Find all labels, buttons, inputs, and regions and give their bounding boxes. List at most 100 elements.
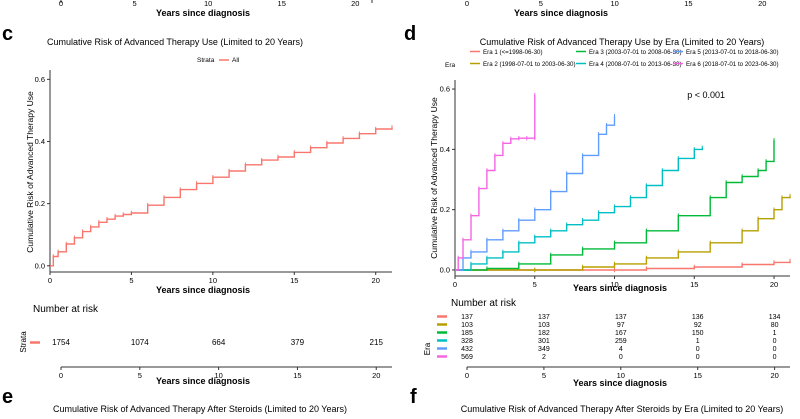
panel-letter-d: d	[404, 23, 416, 45]
legend-d: Era Era 1 (<=1998-06-30) Era 3 (2003-07-0…	[445, 49, 779, 69]
panel-letter-e: e	[2, 386, 13, 408]
top-left-tick-label: 5	[132, 0, 136, 8]
risk-count-d: 137	[615, 314, 627, 321]
risk-count-d: 349	[538, 346, 550, 353]
top-right-tick-label: 20	[758, 0, 766, 8]
y-axis-label-c: Cumulative Risk of Advanced Therapy Use	[25, 91, 35, 253]
risk-count-d: 0	[773, 354, 777, 361]
top-strip-right: Years since diagnosis 0 5 10 15 20	[465, 0, 766, 18]
risk-x-tick-label-c: 15	[293, 371, 301, 380]
risk-x-tick-label-d: 5	[542, 371, 546, 380]
panel-d: d Cumulative Risk of Advanced Therapy Us…	[404, 23, 791, 388]
risk-count-d: 4	[619, 346, 623, 353]
series-line-d	[455, 95, 536, 271]
risk-count-c: 664	[212, 338, 226, 347]
risk-count-c: 379	[291, 338, 305, 347]
risk-count-d: 136	[692, 314, 704, 321]
risk-table-c: Number at risk Strata Years since diagno…	[19, 304, 392, 386]
top-left-tick-label: 0	[59, 0, 63, 8]
risk-count-d: 103	[461, 322, 473, 329]
y-tick-label-d: 0.6	[440, 85, 450, 94]
legend-entry-era: Era 6 (2018-07-01 to 2023-06-30)	[686, 61, 779, 68]
top-right-xlabel: Years since diagnosis	[514, 8, 608, 18]
y-tick-label-c: 0.2	[35, 199, 45, 208]
x-tick-label-c: 20	[372, 276, 380, 285]
risk-count-d: 301	[538, 338, 550, 345]
top-right-tick-label: 10	[610, 0, 618, 8]
x-tick-label-d: 0	[453, 280, 457, 289]
x-tick-label-d: 15	[690, 280, 698, 289]
risk-count-d: 80	[771, 322, 779, 329]
risk-xlabel-c: Years since diagnosis	[156, 376, 250, 386]
legend-entry-era: Era 4 (2008-07-01 to 2013-06-30)	[589, 61, 682, 68]
risk-count-d: 569	[461, 354, 473, 361]
legend-entry-era: Era 2 (1998-07-01 to 2003-06-30)	[483, 61, 576, 68]
top-left-tick-label: 20	[351, 0, 359, 8]
risk-x-tick-label-c: 10	[214, 371, 222, 380]
risk-count-d: 0	[773, 338, 777, 345]
panel-letter-c: c	[2, 23, 13, 45]
top-left-tick-label: 10	[204, 0, 212, 8]
legend-title-c: Strata	[197, 57, 215, 64]
risk-x-tick-label-d: 20	[770, 371, 778, 380]
risk-count-d: 103	[538, 322, 550, 329]
x-tick-label-d: 10	[610, 280, 618, 289]
risk-x-tick-label-c: 20	[372, 371, 380, 380]
risk-xlabel-d: Years since diagnosis	[573, 378, 667, 388]
x-axis-label-d: Years since diagnosis	[573, 283, 667, 293]
y-tick-label-c: 0.4	[35, 137, 45, 146]
panel-c: c Cumulative Risk of Advanced Therapy Us…	[2, 23, 393, 386]
legend-entry-era: Era 1 (<=1998-06-30)	[483, 49, 543, 56]
risk-title-c: Number at risk	[33, 304, 99, 315]
y-tick-label-d: 0.4	[440, 145, 450, 154]
risk-x-tick-label-c: 5	[138, 371, 142, 380]
risk-x-tick-label-d: 15	[694, 371, 702, 380]
legend-entry-era: Era 5 (2013-07-01 to 2018-06-30)	[686, 49, 779, 56]
risk-count-d: 92	[694, 322, 702, 329]
top-right-tick-label: 0	[465, 0, 469, 8]
y-tick-label-d: 0.0	[440, 265, 450, 274]
risk-x-tick-label-d: 0	[465, 371, 469, 380]
y-tick-label-c: 0.6	[35, 75, 45, 84]
risk-count-d: 134	[769, 314, 781, 321]
y-tick-label-d: 0.2	[440, 205, 450, 214]
x-tick-label-c: 10	[209, 276, 217, 285]
legend-entry-all: All	[232, 57, 240, 64]
chart-title-d: Cumulative Risk of Advanced Therapy Use …	[480, 37, 764, 47]
plot-area-d: 0 5 10 15 20 0.0 0.2 0.4 0.6	[440, 80, 791, 289]
risk-count-d: 259	[615, 338, 627, 345]
p-value-annotation: p < 0.001	[687, 90, 725, 100]
top-strip-left: Years since diagnosis 0 5 10 15 20	[59, 0, 373, 18]
risk-x-tick-label-c: 0	[59, 371, 63, 380]
risk-count-d: 0	[619, 354, 623, 361]
y-tick-label-c: 0.0	[35, 261, 45, 270]
risk-ylabel-c: Strata	[19, 331, 28, 353]
risk-title-d: Number at risk	[451, 298, 517, 309]
x-axis-label-c: Years since diagnosis	[156, 285, 250, 295]
risk-count-d: 328	[461, 338, 473, 345]
risk-count-c: 1754	[52, 338, 70, 347]
legend-title-d: Era	[445, 62, 456, 69]
x-tick-label-c: 5	[129, 276, 133, 285]
top-right-tick-label: 5	[539, 0, 543, 8]
risk-x-tick-label-d: 10	[617, 371, 625, 380]
risk-count-c: 1074	[131, 338, 149, 347]
series-line-d	[455, 147, 703, 271]
risk-count-d: 167	[615, 330, 627, 337]
x-tick-label-d: 20	[770, 280, 778, 289]
risk-count-d: 137	[538, 314, 550, 321]
risk-count-d: 185	[461, 330, 473, 337]
risk-count-d: 0	[696, 346, 700, 353]
legend-entry-era: Era 3 (2003-07-01 to 2008-06-30)	[589, 49, 682, 56]
risk-ylabel-d: Era	[423, 342, 432, 355]
risk-table-d: Number at risk Era Years since diagnosis…	[423, 298, 790, 388]
risk-count-d: 1	[696, 338, 700, 345]
legend-c: Strata All	[197, 57, 240, 64]
panel-letter-f: f	[410, 386, 417, 408]
risk-count-d: 97	[617, 322, 625, 329]
top-right-tick-label: 15	[684, 0, 692, 8]
risk-count-d: 432	[461, 346, 473, 353]
series-line-c	[50, 127, 393, 267]
risk-count-d: 137	[461, 314, 473, 321]
x-tick-label-c: 0	[48, 276, 52, 285]
